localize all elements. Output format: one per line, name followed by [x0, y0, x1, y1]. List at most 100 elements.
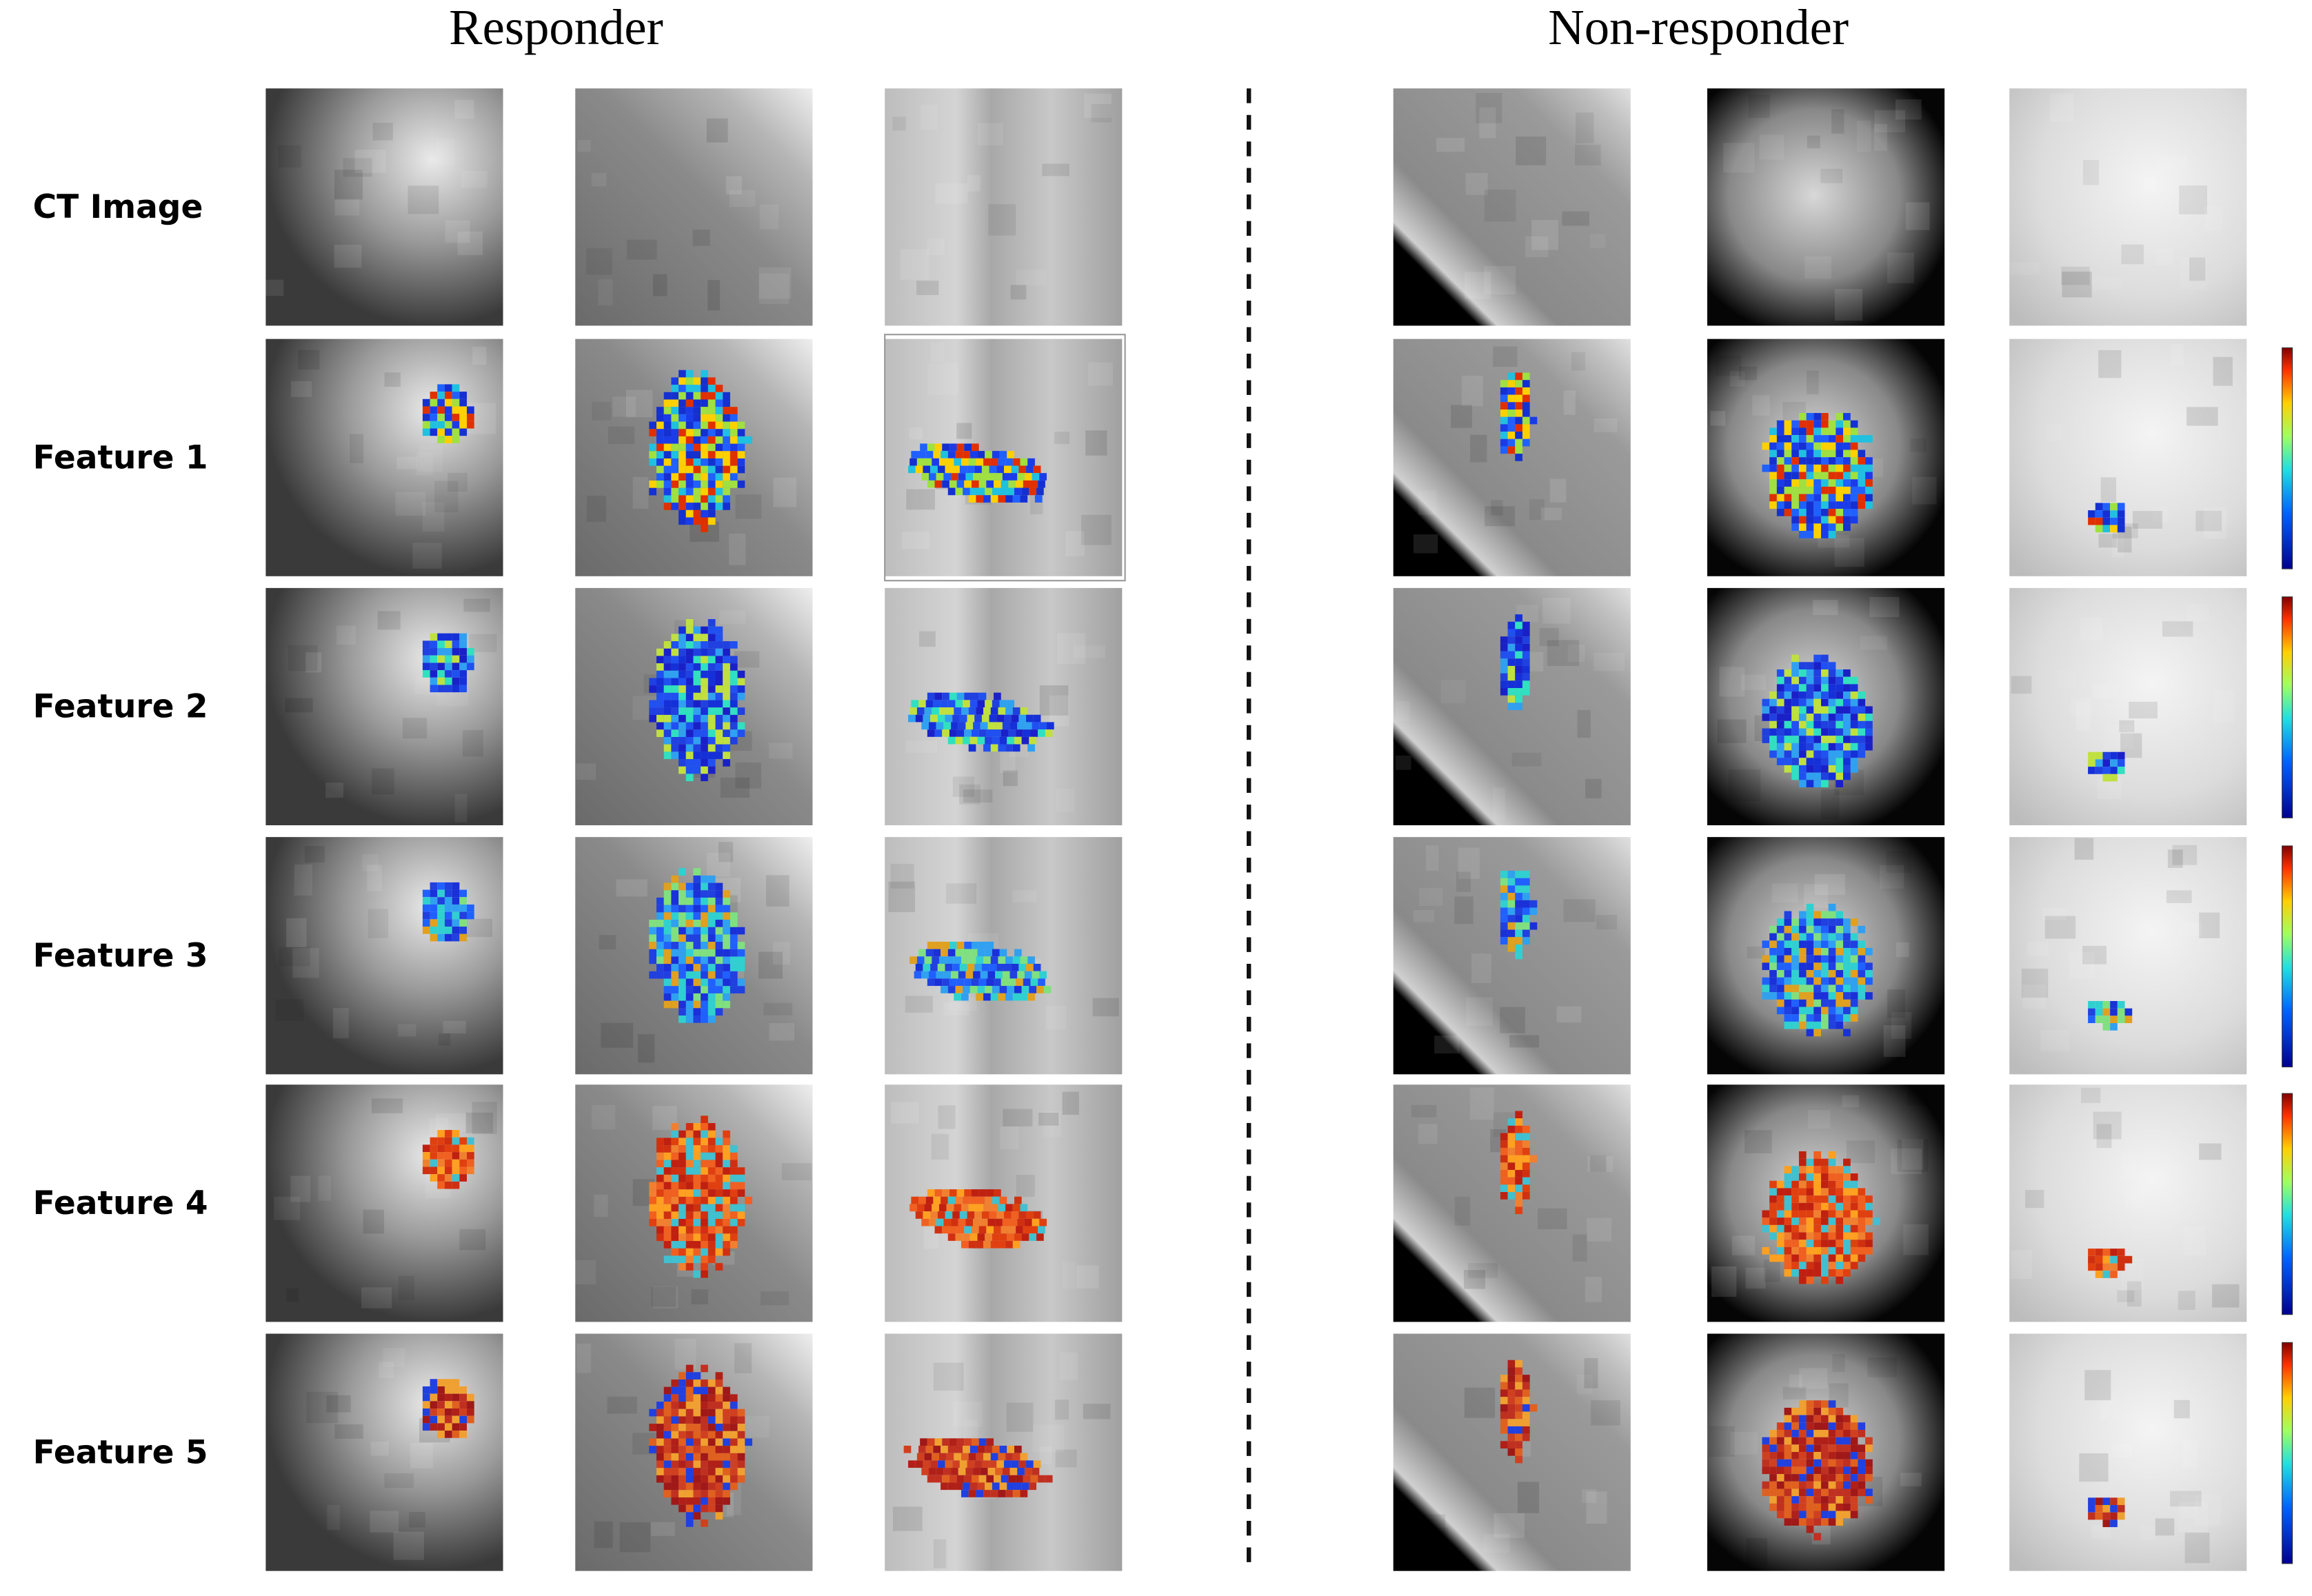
- heat-pixel: [1813, 1007, 1821, 1015]
- heat-pixel: [1027, 458, 1035, 466]
- heat-pixel: [678, 495, 686, 503]
- heat-pixel: [1806, 1422, 1814, 1430]
- heat-pixel: [693, 905, 701, 913]
- heat-pixel: [452, 648, 460, 656]
- heat-pixel: [1798, 765, 1807, 773]
- heat-pixel: [715, 714, 723, 723]
- heat-pixel: [1515, 432, 1522, 439]
- heat-pixel: [745, 1196, 752, 1204]
- heat-pixel: [693, 1152, 701, 1160]
- heat-pixel: [685, 1211, 694, 1219]
- heat-pixel: [1843, 1166, 1851, 1174]
- heat-pixel: [1798, 1429, 1807, 1437]
- heat-pixel: [1865, 435, 1873, 443]
- heat-pixel: [1858, 698, 1866, 707]
- heat-pixel: [1762, 714, 1770, 721]
- texture: [2021, 969, 2049, 998]
- heat-pixel: [1005, 744, 1013, 752]
- heat-pixel: [1836, 1246, 1844, 1255]
- heat-pixel: [649, 1196, 657, 1204]
- heat-pixel: [1784, 1415, 1792, 1423]
- heat-pixel: [977, 700, 985, 708]
- heat-pixel: [1507, 1125, 1516, 1133]
- heat-pixel: [1828, 516, 1836, 524]
- texture: [292, 948, 319, 978]
- heat-pixel: [1798, 1407, 1807, 1415]
- texture: [298, 350, 320, 370]
- heat-pixel: [1507, 1404, 1516, 1412]
- heat-pixel: [1843, 933, 1851, 941]
- heat-pixel: [452, 933, 460, 942]
- texture: [2157, 156, 2187, 171]
- heat-pixel: [459, 1152, 468, 1160]
- heat-pixel: [723, 751, 730, 760]
- heat-pixel: [911, 1196, 919, 1204]
- heat-pixel: [990, 744, 998, 752]
- heat-pixel: [1507, 372, 1516, 381]
- heat-pixel: [1515, 409, 1522, 417]
- heat-pixel: [685, 634, 694, 642]
- heat-pixel: [1858, 955, 1866, 963]
- heat-pixel: [656, 429, 664, 436]
- image-panel: [575, 837, 813, 1075]
- heat-pixel: [969, 1196, 978, 1204]
- heat-pixel: [1522, 380, 1530, 387]
- heat-pixel: [1769, 457, 1777, 465]
- heat-pixel: [1762, 992, 1770, 1000]
- heat-pixel: [1769, 501, 1777, 509]
- heat-pixel: [1836, 698, 1844, 707]
- heat-pixel: [1865, 1210, 1873, 1218]
- heat-pixel: [671, 1497, 679, 1505]
- heat-pixel: [459, 677, 468, 685]
- texture: [1818, 535, 1850, 548]
- texture: [2079, 1453, 2109, 1482]
- texture: [435, 139, 455, 165]
- heat-pixel: [1850, 736, 1858, 743]
- heat-pixel: [1843, 442, 1851, 450]
- heat-pixel: [701, 1408, 708, 1417]
- heat-pixel: [656, 1431, 664, 1439]
- heat-pixel: [678, 766, 686, 774]
- heat-pixel: [1820, 442, 1829, 450]
- heat-pixel: [1798, 1474, 1807, 1482]
- heat-pixel: [934, 978, 943, 987]
- heat-pixel: [437, 1174, 445, 1182]
- texture: [1032, 1424, 1064, 1453]
- heat-pixel: [685, 1204, 694, 1212]
- heat-pixel: [444, 1181, 452, 1189]
- texture: [384, 1473, 414, 1488]
- heat-pixel: [1820, 1422, 1829, 1430]
- texture: [1493, 346, 1518, 367]
- heat-pixel: [981, 1211, 989, 1219]
- heat-pixel: [678, 392, 686, 400]
- heat-pixel: [1776, 714, 1785, 721]
- heat-pixel: [715, 1512, 723, 1520]
- heat-pixel: [707, 971, 716, 979]
- texture: [2081, 1087, 2101, 1103]
- heat-pixel: [707, 1182, 716, 1190]
- heat-pixel: [1858, 472, 1866, 480]
- texture: [1396, 756, 1411, 770]
- heat-pixel: [1806, 743, 1814, 751]
- heat-pixel: [1843, 1210, 1851, 1218]
- heat-pixel: [656, 1460, 664, 1468]
- heat-pixel: [1769, 494, 1777, 502]
- heat-pixel: [663, 451, 672, 459]
- heat-pixel: [723, 898, 730, 905]
- heat-pixel: [663, 399, 672, 407]
- heat-pixel: [1858, 1481, 1866, 1489]
- heat-pixel: [707, 1167, 716, 1175]
- heat-pixel: [976, 1453, 984, 1461]
- heat-pixel: [938, 1453, 947, 1461]
- texture: [607, 1396, 637, 1414]
- heat-pixel: [1515, 878, 1522, 886]
- heat-pixel: [1798, 1180, 1807, 1189]
- heat-pixel: [2088, 767, 2095, 774]
- heat-pixel: [678, 436, 686, 444]
- heat-pixel: [671, 1211, 679, 1219]
- heat-pixel: [987, 722, 996, 730]
- heat-pixel: [678, 920, 686, 927]
- heat-pixel: [671, 1248, 679, 1256]
- heat-pixel: [737, 1424, 745, 1431]
- heat-pixel: [1828, 1496, 1836, 1504]
